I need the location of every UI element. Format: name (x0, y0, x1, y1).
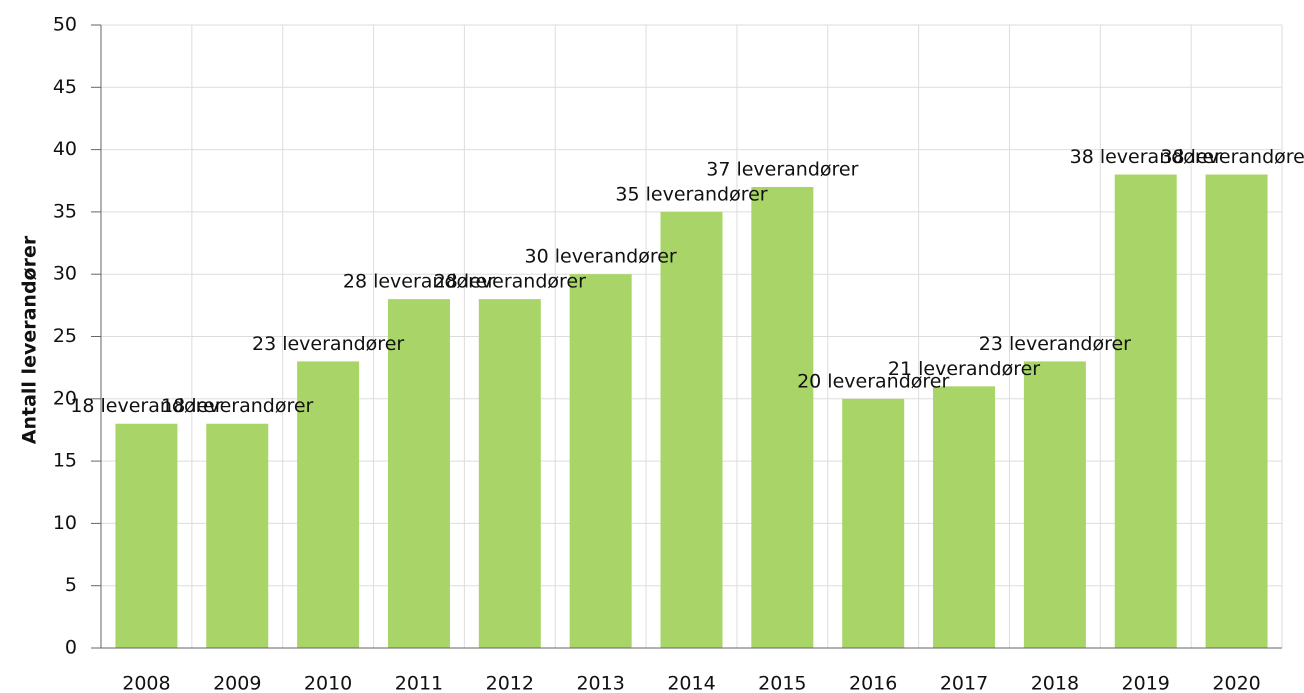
data-label: 28 leverandører (434, 271, 586, 293)
bar (569, 274, 632, 648)
x-tick-label: 2015 (758, 673, 806, 693)
y-tick-label: 5 (65, 574, 77, 596)
bar (660, 211, 723, 648)
bar (387, 299, 450, 648)
data-label: 38 leverandører (1070, 146, 1222, 168)
y-tick-label: 15 (53, 450, 77, 472)
x-tick-label: 2018 (1031, 673, 1079, 693)
x-tick-label: 2010 (304, 673, 352, 693)
y-tick-label: 20 (53, 387, 77, 409)
x-tick-label: 2014 (667, 673, 715, 693)
bar (297, 361, 360, 648)
data-label: 23 leverandører (252, 333, 404, 355)
data-label: 18 leverandører (70, 395, 222, 417)
x-tick-label: 2009 (213, 673, 261, 693)
x-tick-label: 2011 (395, 673, 443, 693)
bar (933, 386, 996, 648)
x-tick-label: 2012 (486, 673, 534, 693)
data-label: 28 leverandører (343, 271, 495, 293)
data-label: 21 leverandører (888, 358, 1040, 380)
y-tick-label: 0 (65, 637, 77, 659)
x-tick-label: 2013 (576, 673, 624, 693)
bar (478, 299, 541, 648)
y-tick-label: 30 (53, 263, 77, 285)
y-tick-label: 35 (53, 200, 77, 222)
data-label: 18 leverandører (161, 395, 313, 417)
bar (1114, 174, 1177, 648)
data-label: 37 leverandører (706, 158, 858, 180)
data-label: 20 leverandører (797, 370, 949, 392)
bar (206, 423, 269, 648)
bar (115, 423, 178, 648)
data-label: 35 leverandører (615, 183, 767, 205)
bar (1205, 174, 1268, 648)
y-tick-label: 25 (53, 325, 77, 347)
data-label: 30 leverandører (525, 246, 677, 268)
x-tick-label: 2019 (1122, 673, 1170, 693)
data-label: 23 leverandører (979, 333, 1131, 355)
x-tick-label: 2017 (940, 673, 988, 693)
data-label: 38 leverandører (1160, 146, 1304, 168)
y-tick-label: 50 (53, 14, 77, 36)
bar (751, 186, 814, 649)
bar (1023, 361, 1086, 648)
y-tick-label: 10 (53, 512, 77, 534)
x-tick-label: 2008 (122, 673, 170, 693)
y-tick-label: 40 (53, 138, 77, 160)
bar (842, 398, 905, 648)
x-tick-label: 2020 (1212, 673, 1260, 693)
y-tick-label: 45 (53, 76, 77, 98)
x-tick-label: 2016 (849, 673, 897, 693)
y-axis-label: Antall leverandører (19, 235, 41, 444)
